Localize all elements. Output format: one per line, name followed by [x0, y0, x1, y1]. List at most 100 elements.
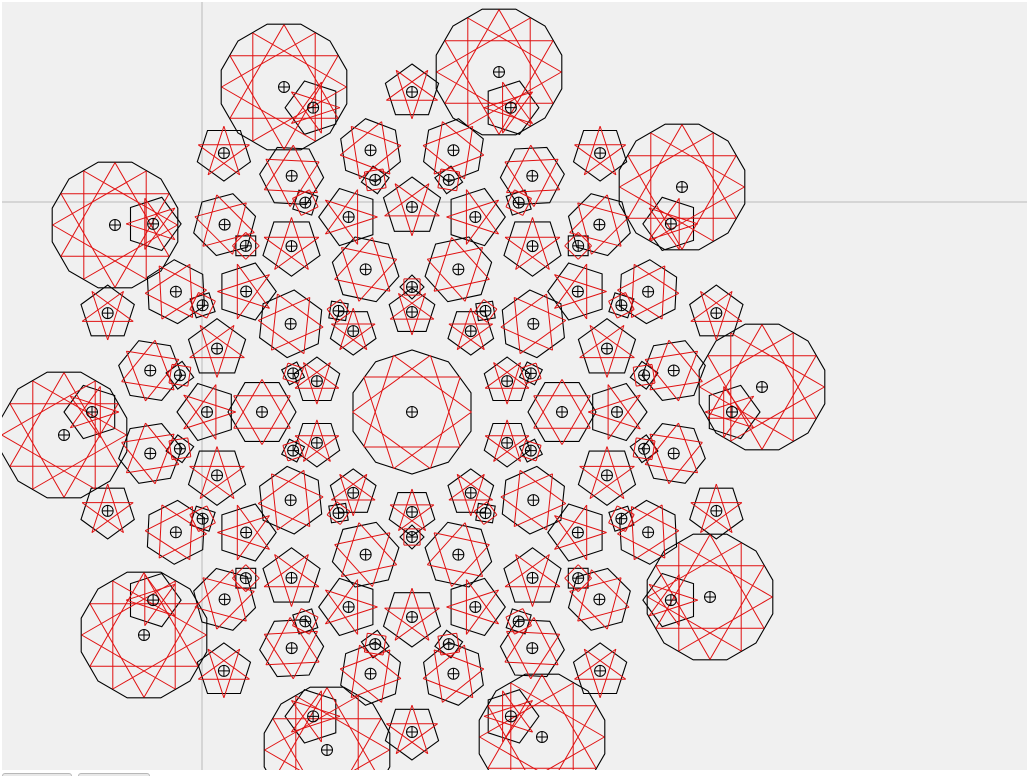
tile-handle-icon[interactable] [138, 629, 150, 641]
tile-handle-icon[interactable] [600, 469, 613, 482]
tile-handle-icon[interactable] [464, 325, 477, 338]
tile-handle-icon[interactable] [406, 281, 418, 293]
tile-handle-icon[interactable] [211, 469, 224, 482]
tile-handle-icon[interactable] [406, 201, 418, 213]
tile-handle-icon[interactable] [359, 263, 372, 276]
tile-handle-icon[interactable] [285, 240, 298, 253]
tile-handle-icon[interactable] [479, 304, 492, 317]
tile-handle-icon[interactable] [442, 173, 455, 186]
tile-handle-icon[interactable] [239, 572, 252, 585]
tile-handle-icon[interactable] [504, 710, 517, 723]
tile-handle-icon[interactable] [196, 299, 209, 312]
tile-handle-icon[interactable] [615, 299, 628, 312]
tile-handle-icon[interactable] [342, 211, 355, 224]
tile-handle-icon[interactable] [287, 444, 300, 457]
tile-handle-icon[interactable] [526, 571, 539, 584]
tile-handle-icon[interactable] [526, 642, 539, 655]
tile-handle-icon[interactable] [469, 211, 482, 224]
tile-handle-icon[interactable] [594, 147, 607, 160]
tile-handle-icon[interactable] [572, 239, 585, 252]
tile-handle-icon[interactable] [58, 429, 70, 441]
tile-handle-icon[interactable] [524, 444, 537, 457]
tile-handle-icon[interactable] [109, 219, 121, 231]
tile-handle-icon[interactable] [501, 436, 514, 449]
tile-handle-icon[interactable] [594, 664, 607, 677]
tile-handle-icon[interactable] [364, 144, 377, 157]
tile-handle-icon[interactable] [310, 436, 323, 449]
tile-handle-icon[interactable] [307, 710, 320, 723]
tile-handle-icon[interactable] [504, 101, 517, 114]
tile-handle-icon[interactable] [218, 593, 231, 606]
tile-handle-icon[interactable] [201, 406, 213, 418]
tile-handle-icon[interactable] [571, 526, 584, 539]
tile-handle-icon[interactable] [321, 744, 333, 756]
tile-handle-icon[interactable] [86, 406, 98, 418]
tile-handle-icon[interactable] [284, 317, 297, 330]
tile-handle-icon[interactable] [512, 196, 525, 209]
tile-handle-icon[interactable] [101, 307, 114, 320]
tile-handle-icon[interactable] [147, 217, 160, 230]
tile-handle-icon[interactable] [240, 285, 253, 298]
tile-handle-icon[interactable] [101, 504, 114, 517]
tile-handle-icon[interactable] [406, 506, 418, 518]
tile-handle-icon[interactable] [211, 342, 224, 355]
tile-handle-icon[interactable] [676, 181, 688, 193]
tile-handle-icon[interactable] [406, 531, 418, 543]
tile-handle-icon[interactable] [369, 638, 382, 651]
tile-handle-icon[interactable] [147, 594, 160, 607]
tile-handle-icon[interactable] [469, 600, 482, 613]
tile-handle-icon[interactable] [169, 285, 182, 298]
tile-handle-icon[interactable] [299, 615, 312, 628]
tile-handle-icon[interactable] [536, 731, 548, 743]
tile-handle-icon[interactable] [173, 442, 186, 455]
tile-handle-icon[interactable] [285, 642, 298, 655]
tile-handle-icon[interactable] [611, 406, 623, 418]
tile-handle-icon[interactable] [452, 263, 465, 276]
tile-handle-icon[interactable] [493, 66, 505, 78]
tile-handle-icon[interactable] [310, 375, 323, 388]
tile-handle-icon[interactable] [464, 486, 477, 499]
tile-handle-icon[interactable] [406, 406, 418, 418]
tile-handle-icon[interactable] [240, 526, 253, 539]
tile-handle-icon[interactable] [638, 442, 651, 455]
tile-handle-icon[interactable] [704, 591, 716, 603]
tile-handle-icon[interactable] [726, 406, 738, 418]
tile-handle-icon[interactable] [239, 239, 252, 252]
tile-handle-icon[interactable] [664, 217, 677, 230]
tile-handle-icon[interactable] [571, 285, 584, 298]
tile-handle-icon[interactable] [369, 173, 382, 186]
tile-handle-icon[interactable] [479, 507, 492, 520]
tile-handle-icon[interactable] [347, 486, 360, 499]
tile-handle-icon[interactable] [756, 381, 768, 393]
tile-handle-icon[interactable] [501, 375, 514, 388]
tile-handle-icon[interactable] [406, 306, 418, 318]
tile-handle-icon[interactable] [406, 86, 418, 98]
tile-handle-icon[interactable] [406, 726, 418, 738]
tile-handle-icon[interactable] [452, 548, 465, 561]
tile-handle-icon[interactable] [332, 507, 345, 520]
tile-handle-icon[interactable] [173, 369, 186, 382]
tile-handle-icon[interactable] [638, 369, 651, 382]
tile-handle-icon[interactable] [572, 572, 585, 585]
tile-handle-icon[interactable] [342, 600, 355, 613]
tile-handle-icon[interactable] [299, 196, 312, 209]
tile-handle-icon[interactable] [526, 240, 539, 253]
tile-handle-icon[interactable] [169, 526, 182, 539]
tile-handle-icon[interactable] [256, 406, 268, 418]
tile-handle-icon[interactable] [642, 285, 655, 298]
tile-handle-icon[interactable] [196, 512, 209, 525]
tile-handle-icon[interactable] [217, 147, 230, 160]
tile-handle-icon[interactable] [287, 367, 300, 380]
tile-handle-icon[interactable] [667, 364, 680, 377]
tile-handle-icon[interactable] [447, 144, 460, 157]
tile-handle-icon[interactable] [593, 218, 606, 231]
tile-handle-icon[interactable] [364, 667, 377, 680]
tile-handle-icon[interactable] [285, 169, 298, 182]
tile-handle-icon[interactable] [278, 81, 290, 93]
tile-handle-icon[interactable] [284, 494, 297, 507]
tile-handle-icon[interactable] [710, 504, 723, 517]
tile-handle-icon[interactable] [406, 611, 418, 623]
tile-handle-icon[interactable] [447, 667, 460, 680]
tile-handle-icon[interactable] [512, 615, 525, 628]
